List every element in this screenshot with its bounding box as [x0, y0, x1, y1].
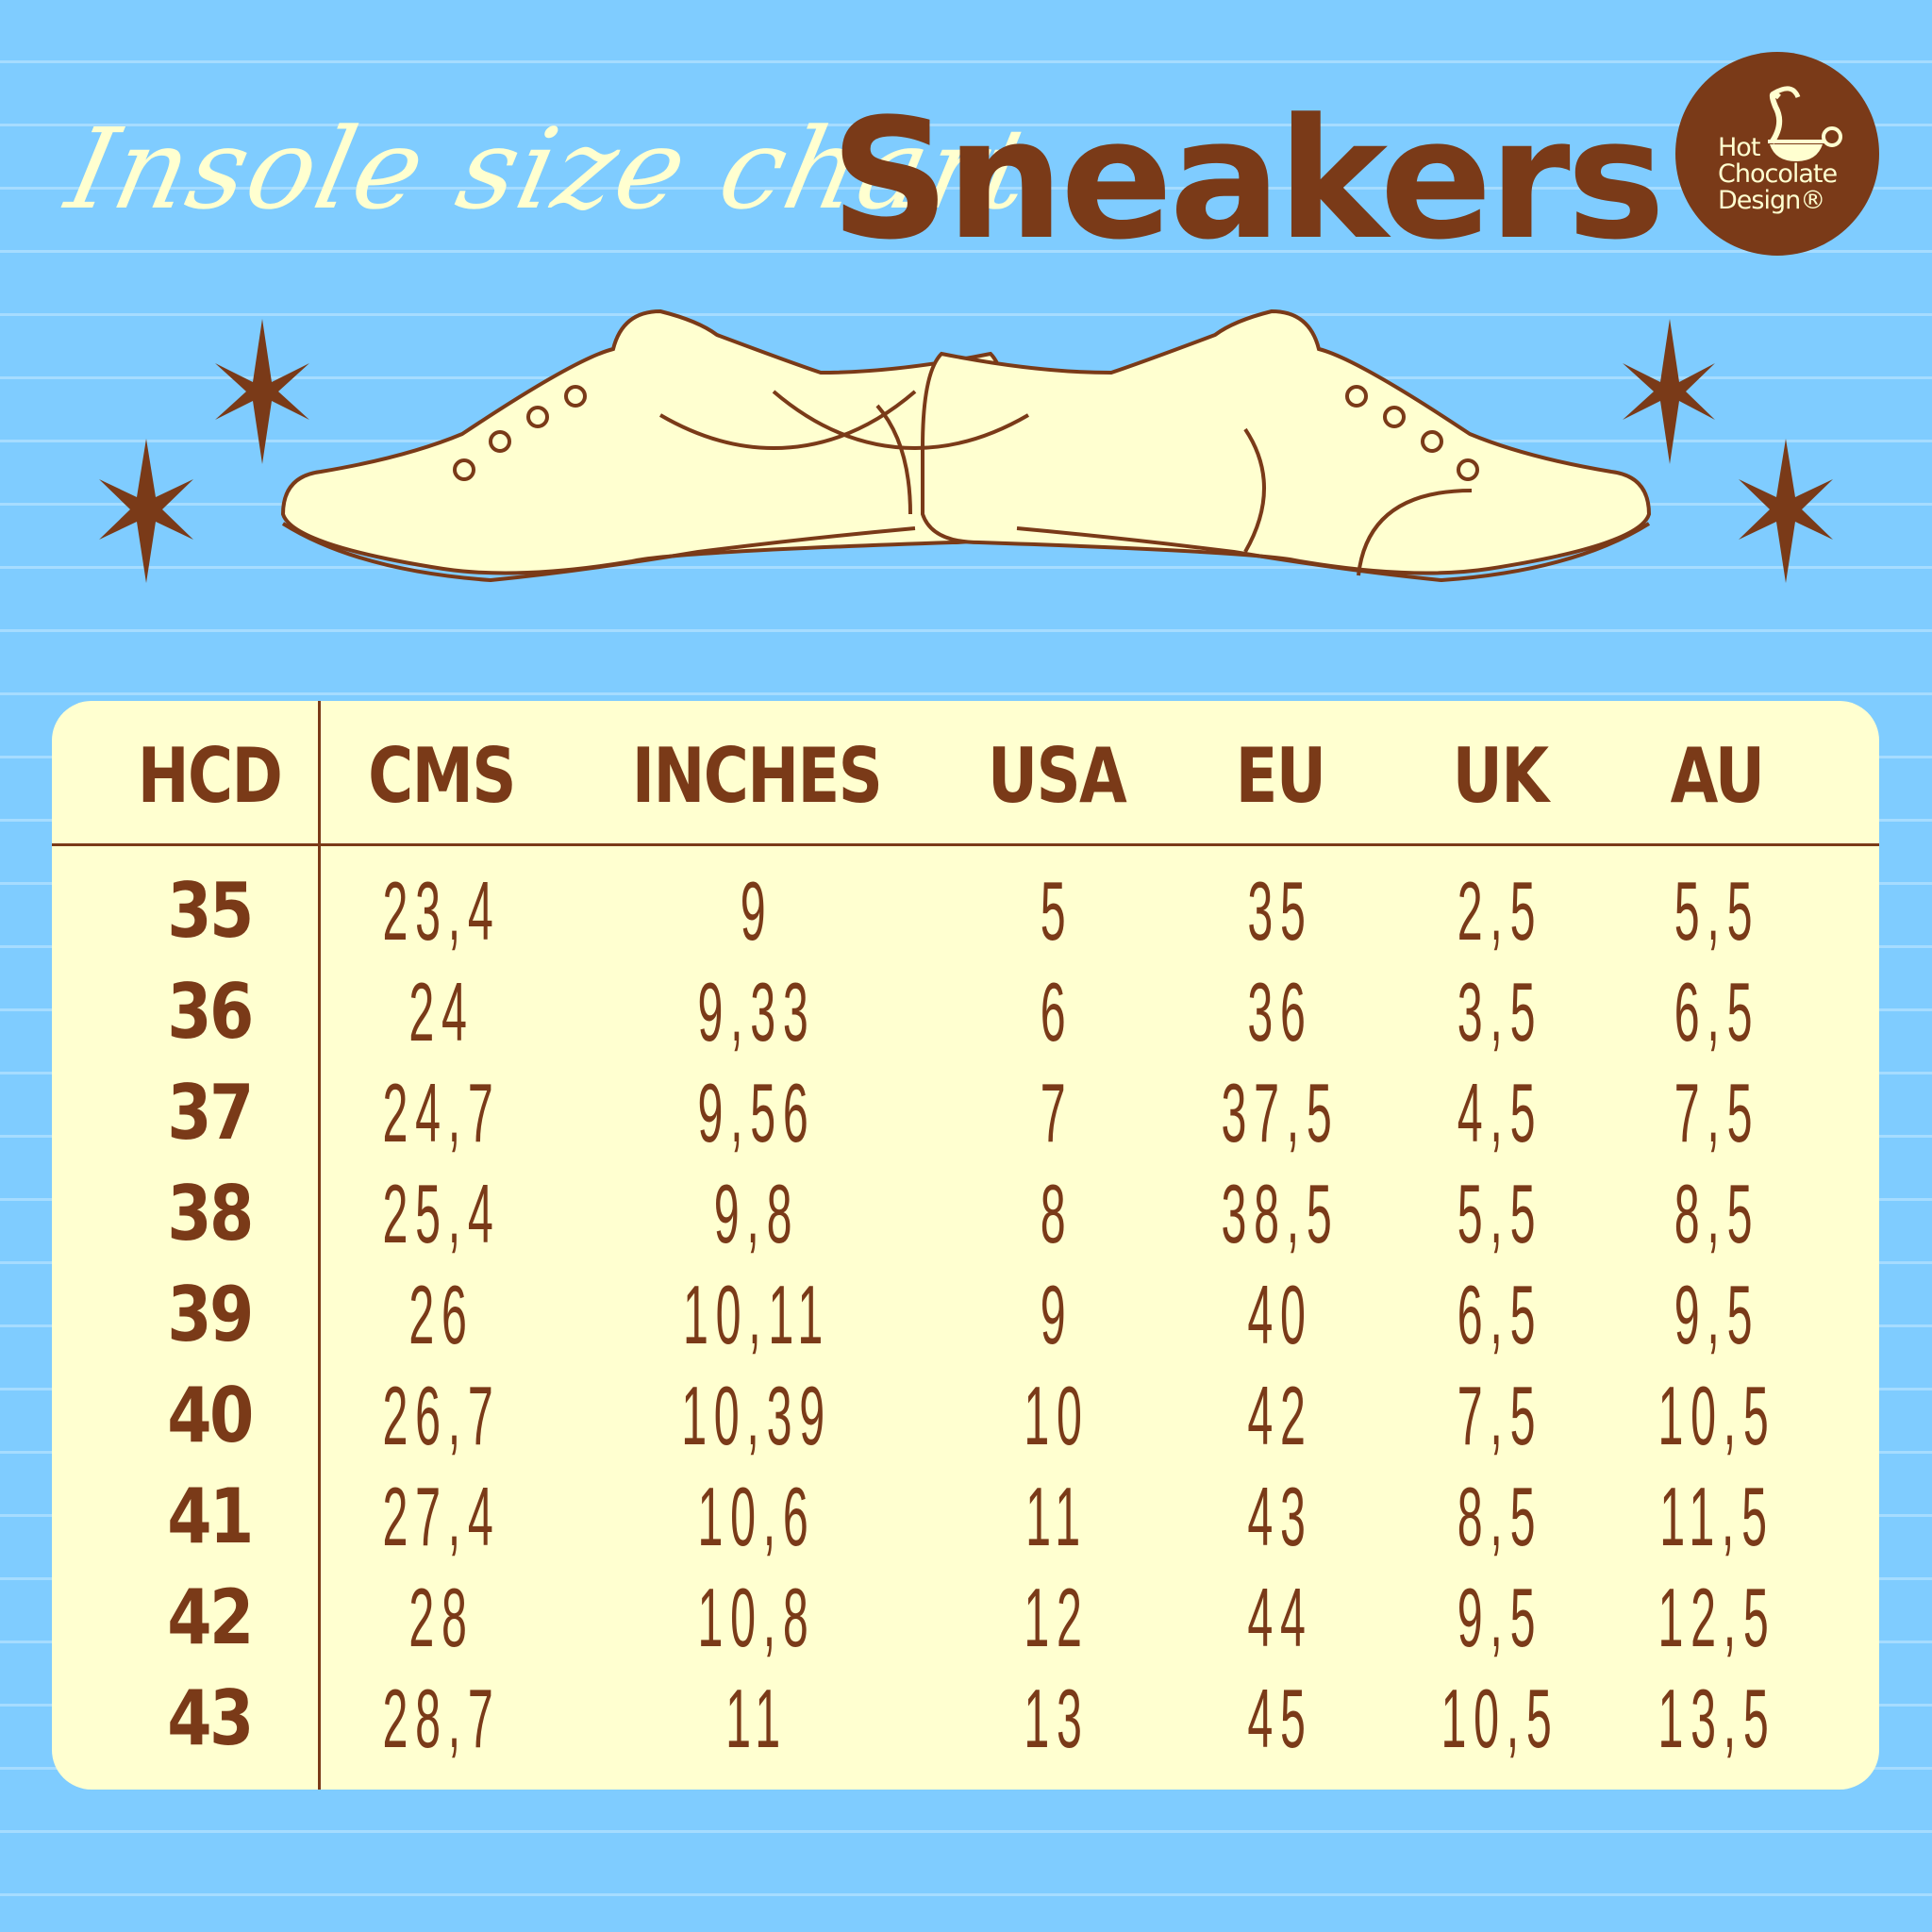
- cup-icon: [1768, 86, 1842, 161]
- star-icon: [99, 439, 193, 583]
- table-cell: 44: [1247, 1571, 1313, 1664]
- logo-line3: Design®: [1718, 186, 1825, 215]
- column-header-inches: INCHES: [631, 732, 883, 820]
- table-cell: 10,5: [1441, 1672, 1559, 1765]
- table-cell: 13: [1024, 1672, 1090, 1765]
- table-cell: 27,4: [382, 1470, 501, 1563]
- table-cell: 6: [1040, 965, 1074, 1058]
- table-cell: 13,5: [1657, 1672, 1776, 1765]
- column-header-usa: USA: [987, 732, 1127, 820]
- table-cell: 24,7: [382, 1066, 501, 1159]
- table-cell: 28: [408, 1571, 475, 1664]
- table-cell: 3,5: [1457, 965, 1543, 1058]
- column-header-cms: CMS: [368, 732, 516, 820]
- table-cell: 11: [725, 1672, 788, 1765]
- column-header-hcd: HCD: [137, 732, 283, 820]
- table-cell: 43: [1247, 1470, 1313, 1563]
- table-cell: 9,5: [1674, 1268, 1760, 1361]
- header-divider: [52, 843, 1879, 846]
- table-cell: 10: [1024, 1369, 1090, 1462]
- table-cell: 8,5: [1674, 1167, 1760, 1260]
- logo-line2: Chocolate: [1718, 159, 1838, 189]
- table-cell: 24: [408, 965, 475, 1058]
- table-cell: 9: [740, 864, 774, 958]
- table-cell: 28,7: [382, 1672, 501, 1765]
- table-cell: 38,5: [1221, 1167, 1340, 1260]
- table-cell: 45: [1247, 1672, 1313, 1765]
- table-cell: 10,6: [697, 1470, 816, 1563]
- table-cell: 23,4: [382, 864, 501, 958]
- row-label: 37: [167, 1069, 254, 1157]
- row-label: 40: [167, 1372, 254, 1459]
- row-label: 42: [167, 1574, 254, 1661]
- page-title: Sneakers: [830, 83, 1665, 276]
- table-cell: 37,5: [1221, 1066, 1340, 1159]
- row-label: 43: [167, 1674, 254, 1762]
- table-cell: 8,5: [1457, 1470, 1543, 1563]
- table-cell: 8: [1040, 1167, 1074, 1260]
- column-header-uk: UK: [1452, 732, 1549, 820]
- column-divider: [318, 701, 321, 1790]
- row-label: 41: [167, 1473, 254, 1560]
- left-shoe: [280, 308, 1011, 583]
- table-cell: 25,4: [382, 1167, 501, 1260]
- table-cell: 10,8: [697, 1571, 816, 1664]
- table-cell: 26: [408, 1268, 475, 1361]
- sneakers-illustration: [280, 308, 1652, 583]
- logo-line1: Hot: [1718, 133, 1760, 162]
- row-label: 35: [167, 867, 254, 955]
- table-cell: 9: [1040, 1268, 1074, 1361]
- star-icon: [1739, 439, 1833, 583]
- table-cell: 7,5: [1457, 1369, 1543, 1462]
- table-cell: 9,5: [1457, 1571, 1543, 1664]
- table-cell: 42: [1247, 1369, 1313, 1462]
- row-label: 38: [167, 1170, 254, 1257]
- table-cell: 26,7: [382, 1369, 501, 1462]
- table-cell: 7: [1040, 1066, 1074, 1159]
- table-cell: 36: [1247, 965, 1313, 1058]
- table-cell: 4,5: [1457, 1066, 1543, 1159]
- table-cell: 9,33: [697, 965, 816, 1058]
- table-cell: 6,5: [1457, 1268, 1543, 1361]
- table-cell: 6,5: [1674, 965, 1760, 1058]
- star-icon: [215, 319, 309, 464]
- table-cell: 5,5: [1674, 864, 1760, 958]
- table-cell: 9,56: [697, 1066, 816, 1159]
- table-cell: 5,5: [1457, 1167, 1543, 1260]
- size-table: HCD CMS INCHES USA EU UK AU 35 23,4 9 5 35 2,5 5,5 36 2…: [52, 701, 1879, 1790]
- star-icon: [1623, 319, 1715, 464]
- table-cell: 40: [1247, 1268, 1313, 1361]
- table-cell: 10,39: [681, 1369, 832, 1462]
- table-cell: 10,11: [682, 1268, 831, 1361]
- right-shoe: [772, 308, 1652, 583]
- table-cell: 35: [1247, 864, 1313, 958]
- table-cell: 10,5: [1657, 1369, 1776, 1462]
- table-cell: 12: [1024, 1571, 1090, 1664]
- row-label: 36: [167, 968, 254, 1056]
- table-cell: 11: [1025, 1470, 1088, 1563]
- table-cell: 9,8: [713, 1167, 800, 1260]
- column-header-au: AU: [1670, 732, 1765, 820]
- column-header-eu: EU: [1235, 732, 1326, 820]
- table-cell: 12,5: [1657, 1571, 1776, 1664]
- brand-logo: Hot Chocolate Design®: [1675, 52, 1879, 256]
- row-label: 39: [167, 1271, 254, 1358]
- stars-decoration: [99, 319, 1833, 583]
- table-cell: 5: [1040, 864, 1074, 958]
- table-cell: 11,5: [1659, 1470, 1774, 1563]
- table-cell: 2,5: [1457, 864, 1543, 958]
- table-cell: 7,5: [1674, 1066, 1760, 1159]
